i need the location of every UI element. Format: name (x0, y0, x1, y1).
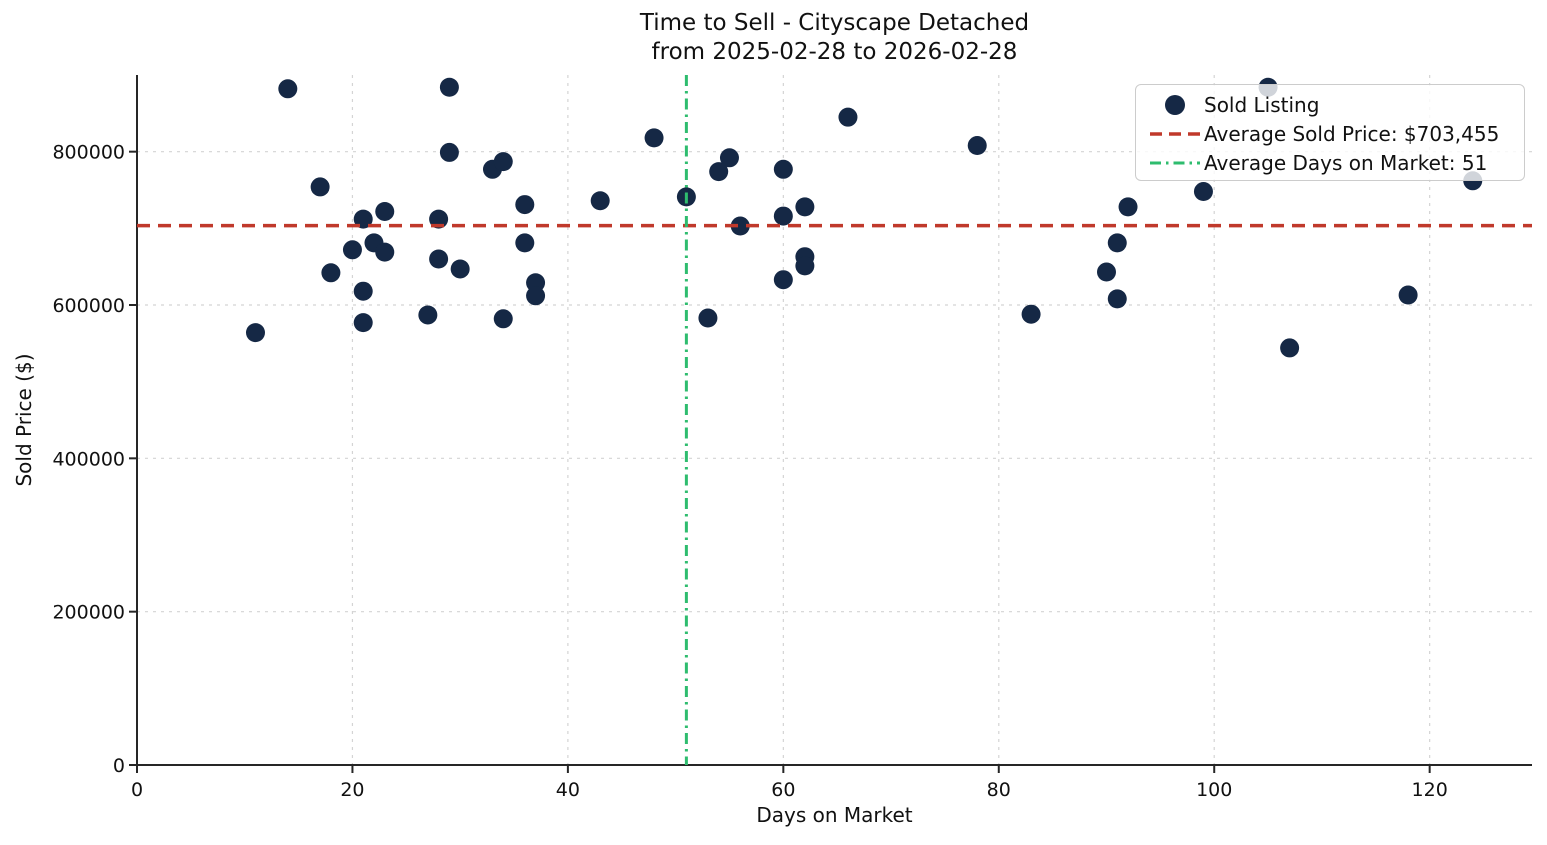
scatter-point (773, 270, 793, 290)
scatter-point (1107, 233, 1127, 253)
legend-sample (1146, 131, 1204, 137)
x-tick-label: 80 (987, 779, 1011, 801)
scatter-point (709, 162, 729, 182)
scatter-point (450, 259, 470, 279)
scatter-point (353, 313, 373, 333)
scatter-point (353, 281, 373, 301)
scatter-point (590, 191, 610, 211)
scatter-point (353, 209, 373, 229)
x-tick-label: 120 (1412, 779, 1448, 801)
scatter-point (439, 142, 459, 162)
scatter-point (1193, 182, 1213, 202)
scatter-point (526, 286, 546, 306)
scatter-point (795, 197, 815, 217)
legend-sample (1146, 94, 1204, 115)
chart-title-line1: Time to Sell - Cityscape Detached (639, 10, 1030, 36)
y-tick-label: 400000 (52, 448, 125, 470)
scatter-point (310, 177, 330, 197)
chart-title-line2: from 2025-02-28 to 2026-02-28 (651, 39, 1018, 65)
scatter-point (1096, 262, 1116, 282)
x-tick-label: 100 (1196, 779, 1232, 801)
scatter-point (245, 323, 265, 343)
legend-label-avg-days: Average Days on Market: 51 (1204, 150, 1488, 175)
scatter-point (375, 201, 395, 221)
x-tick-label: 60 (771, 779, 795, 801)
scatter-point (418, 305, 438, 325)
scatter-point (493, 152, 513, 172)
scatter-point (698, 308, 718, 328)
scatter-point (278, 79, 298, 99)
x-axis-label: Days on Market (756, 803, 913, 827)
scatter-point (321, 263, 341, 283)
scatter-point (1280, 338, 1300, 358)
scatter-point (719, 148, 739, 168)
legend: Sold Listing Average Sold Price: $703,45… (1135, 84, 1525, 181)
scatter-point (515, 233, 535, 253)
legend-item-avg-price: Average Sold Price: $703,455 (1146, 119, 1524, 148)
y-tick-label: 800000 (52, 142, 125, 164)
scatter-point (1021, 304, 1041, 324)
scatter-point (773, 206, 793, 226)
scatter-point (429, 249, 449, 269)
scatter-point (429, 209, 449, 229)
scatter-point (375, 242, 395, 262)
legend-item-sold-listing: Sold Listing (1146, 90, 1524, 119)
sold-listing-marker-icon (1165, 94, 1185, 115)
scatter-point (1118, 197, 1138, 217)
x-tick-label: 40 (556, 779, 580, 801)
scatter-point (342, 240, 362, 260)
chart-title: Time to Sell - Cityscape Detached from 2… (137, 9, 1532, 67)
legend-item-avg-days: Average Days on Market: 51 (1146, 148, 1524, 177)
scatter-point (795, 256, 815, 276)
scatter-point (773, 159, 793, 179)
scatter-point (1107, 289, 1127, 309)
scatter-point (730, 216, 750, 236)
scatter-point (526, 273, 546, 293)
x-tick-label: 20 (340, 779, 364, 801)
y-tick-label: 200000 (52, 602, 125, 624)
avg-price-line-icon (1150, 131, 1200, 136)
y-tick-label: 0 (113, 755, 125, 777)
legend-label-sold-listing: Sold Listing (1204, 92, 1320, 117)
scatter-point (515, 195, 535, 215)
scatter-point (644, 128, 664, 148)
legend-label-avg-price: Average Sold Price: $703,455 (1204, 121, 1500, 146)
scatter-point (1398, 285, 1418, 305)
avg-days-line-icon (1150, 161, 1200, 164)
y-tick-label: 600000 (52, 295, 125, 317)
y-axis-label: Sold Price ($) (12, 353, 36, 487)
scatter-point (493, 309, 513, 329)
scatter-point (838, 107, 858, 127)
legend-sample (1146, 160, 1204, 166)
scatter-point (439, 77, 459, 97)
scatter-point (967, 136, 987, 156)
x-tick-label: 0 (131, 779, 143, 801)
